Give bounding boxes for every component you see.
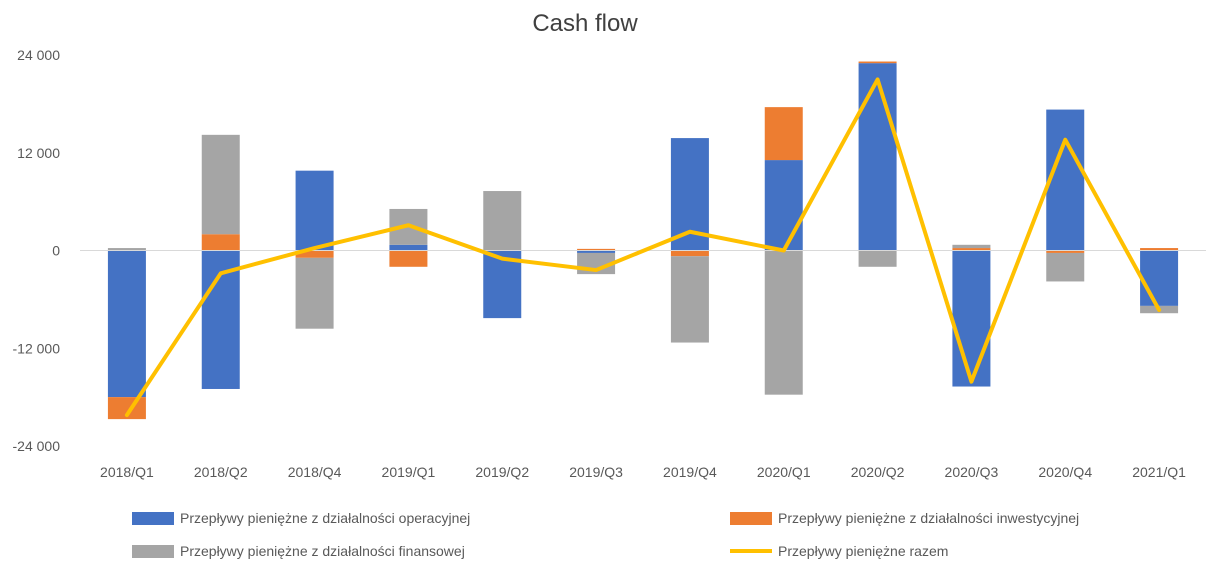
bar-investing (858, 61, 897, 64)
bar-operating (107, 250, 146, 398)
bar-operating (1046, 109, 1085, 251)
y-tick-label: -24 000 (13, 438, 61, 454)
line-total (124, 77, 1162, 418)
bar-investing (764, 107, 803, 161)
bar-financing (764, 250, 803, 395)
bar-operating (858, 63, 897, 251)
y-tick-label: 0 (52, 243, 60, 259)
bar-investing (389, 250, 428, 267)
chart-title: Cash flow (532, 10, 638, 37)
x-tick-label: 2020/Q3 (945, 464, 999, 480)
x-tick-label: 2018/Q4 (288, 464, 342, 480)
bar-financing (1046, 252, 1085, 282)
x-tick-label: 2018/Q2 (194, 464, 248, 480)
bar-financing (107, 248, 146, 251)
bar-operating (1140, 250, 1179, 306)
bar-investing (201, 234, 240, 251)
x-tick-label: 2021/Q1 (1132, 464, 1186, 480)
x-tick-label: 2020/Q1 (757, 464, 811, 480)
bar-financing (952, 244, 991, 249)
bar-financing (858, 250, 897, 267)
bar-operating (389, 244, 428, 251)
bar-operating (577, 250, 616, 253)
bar-operating (764, 160, 803, 251)
x-tick-label: 2019/Q3 (569, 464, 623, 480)
bar-investing (1046, 250, 1085, 253)
bar-financing (295, 257, 334, 329)
x-tick-label: 2019/Q4 (663, 464, 717, 480)
x-tick-label: 2019/Q2 (475, 464, 529, 480)
bar-operating (952, 250, 991, 387)
bar-investing (1140, 248, 1179, 251)
bar-financing (483, 191, 522, 251)
bar-investing (952, 248, 991, 251)
y-tick-label: -12 000 (13, 340, 61, 356)
bar-operating (295, 170, 334, 251)
x-tick-label: 2018/Q1 (100, 464, 154, 480)
x-tick-label: 2019/Q1 (382, 464, 436, 480)
y-tick-label: 24 000 (17, 47, 60, 63)
x-tick-label: 2020/Q2 (851, 464, 905, 480)
bar-investing (295, 250, 334, 258)
bar-financing (670, 256, 709, 343)
x-tick-label: 2020/Q4 (1038, 464, 1092, 480)
bar-investing (670, 250, 709, 257)
bar-financing (201, 134, 240, 235)
y-tick-label: 12 000 (17, 145, 60, 161)
bar-investing (577, 248, 616, 251)
